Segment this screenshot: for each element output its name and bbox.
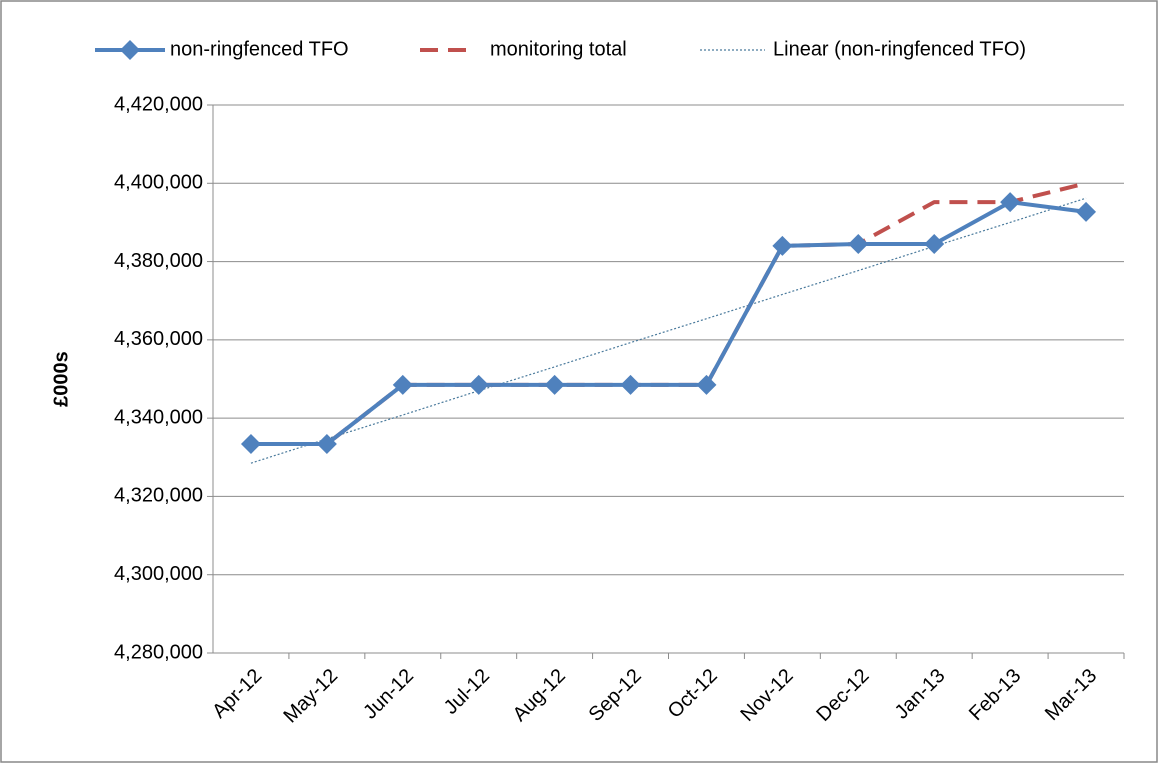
marker: [544, 374, 565, 395]
legend-label: non-ringfenced TFO: [170, 38, 349, 60]
marker: [924, 233, 945, 254]
marker: [848, 233, 869, 254]
marker: [468, 374, 489, 395]
marker: [1076, 201, 1097, 222]
y-tick-label: 4,400,000: [114, 172, 203, 194]
series-line: [250, 200, 1087, 446]
marker: [120, 40, 140, 60]
marker: [620, 374, 641, 395]
marker: [240, 433, 261, 454]
y-tick-label: 4,380,000: [114, 250, 203, 272]
marker: [772, 235, 793, 256]
y-axis-label: £000s: [50, 351, 72, 407]
legend-label: monitoring total: [490, 38, 627, 60]
y-tick-label: 4,360,000: [114, 328, 203, 350]
marker: [392, 374, 413, 395]
y-tick-label: 4,420,000: [114, 93, 203, 115]
legend-label: Linear (non-ringfenced TFO): [773, 38, 1026, 60]
marker: [316, 433, 337, 454]
y-tick-label: 4,300,000: [114, 563, 203, 585]
y-tick-label: 4,280,000: [114, 641, 203, 663]
marker: [696, 374, 717, 395]
y-tick-label: 4,340,000: [114, 406, 203, 428]
marker: [1000, 192, 1021, 213]
y-tick-label: 4,320,000: [114, 485, 203, 507]
